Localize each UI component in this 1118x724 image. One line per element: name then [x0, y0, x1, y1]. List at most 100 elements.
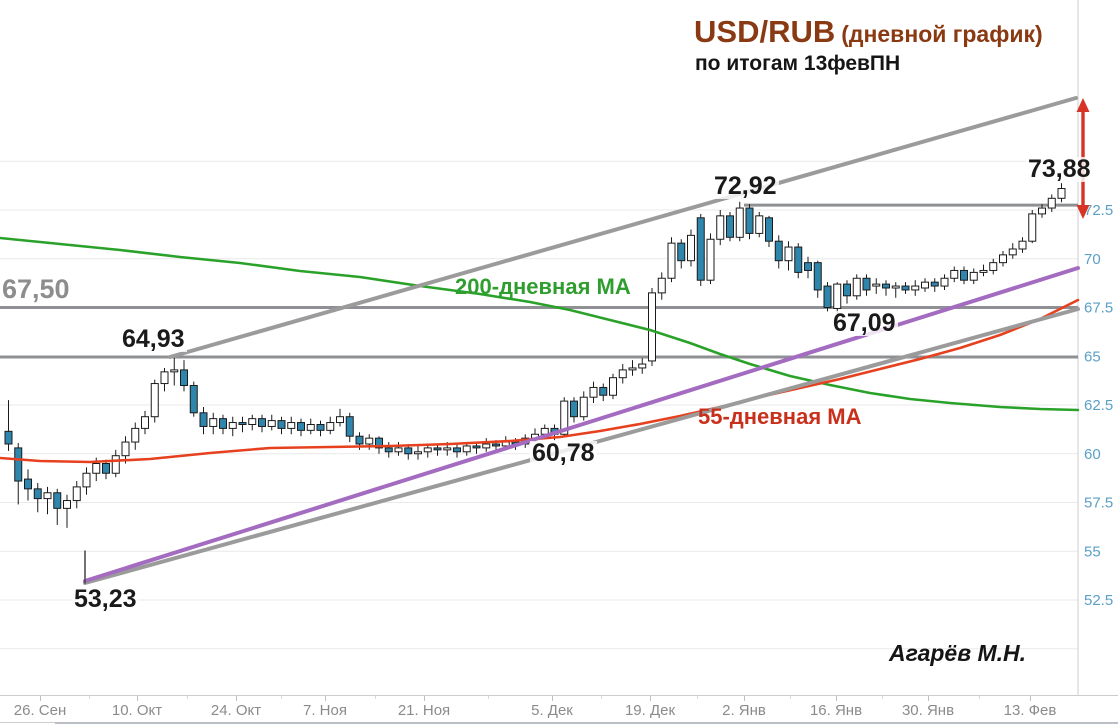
candle-down	[765, 217, 773, 242]
candle-up	[891, 285, 900, 289]
x-axis-label: 7. Ноя	[303, 702, 347, 719]
candle-up	[609, 377, 617, 396]
x-axis-minor-tick	[882, 696, 883, 699]
candle-down	[33, 488, 42, 500]
price-label: 67,09	[831, 309, 898, 337]
candle-up	[228, 422, 237, 429]
x-axis-tick	[836, 696, 837, 701]
candle-up	[969, 271, 978, 281]
y-axis-label: 67.5	[1084, 300, 1113, 317]
candle-down	[453, 447, 461, 453]
y-axis-label: 65	[1084, 348, 1101, 365]
channel-top	[168, 96, 1078, 359]
x-axis-label: 13. Фев	[1003, 702, 1057, 719]
candle-down	[189, 385, 198, 414]
candle-up	[579, 396, 588, 418]
candle-up	[82, 472, 91, 488]
candle-down	[258, 418, 266, 427]
candle-up	[248, 418, 257, 425]
x-axis-label: 30. Янв	[901, 702, 955, 719]
y-axis-label: 60	[1084, 446, 1101, 463]
candle-up	[443, 447, 452, 451]
candle-up	[921, 281, 929, 289]
candle-down	[599, 386, 608, 396]
candle-up	[1057, 188, 1066, 199]
bottom-scroll-strip	[55, 722, 1118, 724]
candle-up	[1008, 248, 1017, 256]
candle-down	[794, 246, 803, 273]
candle-up	[150, 383, 159, 418]
candle-down	[862, 277, 871, 291]
candle-down	[492, 443, 500, 447]
candle-down	[804, 262, 812, 271]
candle-down	[375, 437, 383, 449]
candle-up	[394, 447, 403, 453]
candle-down	[102, 463, 110, 474]
chart-title: USD/RUB (дневной график)	[694, 14, 1043, 50]
x-axis-tick	[236, 696, 237, 701]
candle-down	[219, 418, 227, 429]
y-axis-label: 52.5	[1084, 592, 1113, 609]
candle-down	[882, 283, 890, 289]
candle-down	[404, 447, 413, 455]
candle-down	[345, 416, 354, 437]
candle-up	[160, 371, 169, 385]
candle-up	[735, 207, 744, 238]
candle-up	[1028, 213, 1037, 242]
x-axis-minor-tick	[601, 696, 602, 699]
x-axis-minor-tick	[186, 696, 188, 699]
candle-down	[53, 492, 62, 509]
candle-up	[560, 400, 569, 435]
price-plot: 72.5 70 67.5 65 62.5 60 57.5 55 52.5	[0, 0, 1113, 695]
candle-down	[726, 215, 734, 238]
price-label: 72,92	[712, 172, 779, 200]
candle-up	[784, 246, 793, 262]
ma-line	[0, 236, 1080, 412]
x-axis-minor-tick	[280, 696, 282, 699]
candle-down	[14, 447, 23, 482]
candle-down	[745, 207, 754, 234]
range-arrow-head-down	[1076, 205, 1090, 219]
candle-down	[355, 435, 364, 445]
candle-up	[628, 367, 637, 371]
x-axis-label: 21. Ноя	[397, 702, 451, 719]
y-axis-label: 72.5	[1084, 202, 1113, 219]
candle-up	[1047, 197, 1056, 209]
x-axis-tick	[552, 696, 553, 701]
price-label: 200-дневная МА	[455, 274, 631, 299]
y-axis-label: 70	[1084, 251, 1101, 268]
y-axis-label: 57.5	[1084, 495, 1113, 512]
candle-up	[111, 455, 120, 474]
candle-up	[482, 443, 491, 449]
x-axis-minor-tick	[488, 696, 489, 699]
candle-down	[813, 262, 822, 291]
x-axis-tick	[137, 696, 138, 701]
candle-down	[238, 422, 247, 425]
candle-down	[696, 217, 705, 281]
candle-up	[833, 283, 842, 309]
candle-up	[462, 445, 471, 453]
candle-up	[414, 451, 422, 455]
chart-title-pair: USD/RUB	[694, 14, 836, 49]
candle-up	[326, 422, 335, 431]
candle-down	[823, 285, 832, 308]
candle-down	[960, 269, 968, 281]
candle-up	[63, 500, 71, 509]
candle-down	[472, 445, 481, 449]
candle-up	[1018, 240, 1027, 250]
x-axis-label: 5. Дек	[531, 702, 573, 719]
candle-down	[316, 424, 325, 431]
candle-down	[930, 281, 939, 287]
candle-down	[180, 369, 188, 386]
candle-down	[433, 447, 442, 451]
candle-up	[336, 416, 344, 424]
candle-down	[774, 240, 783, 262]
x-axis-tick	[1030, 696, 1031, 701]
candle-up	[706, 238, 715, 281]
x-axis-tick	[744, 696, 745, 701]
candle-up	[989, 262, 998, 271]
x-axis-label: 24. Окт	[210, 702, 262, 719]
candle-up	[872, 283, 881, 287]
candle-down	[570, 400, 578, 418]
